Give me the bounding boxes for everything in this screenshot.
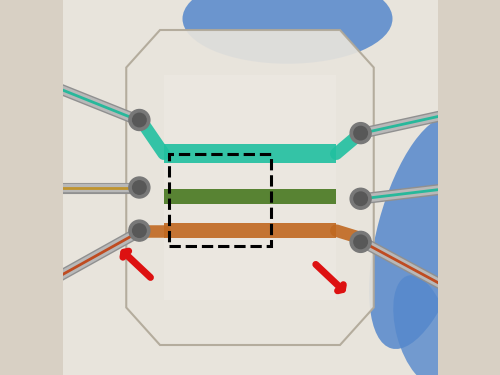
Circle shape <box>350 123 371 144</box>
Circle shape <box>129 110 150 130</box>
Bar <box>164 144 336 163</box>
Ellipse shape <box>369 116 476 349</box>
Ellipse shape <box>394 275 452 375</box>
Circle shape <box>132 181 146 194</box>
Bar <box>164 75 336 300</box>
Ellipse shape <box>182 0 392 64</box>
Bar <box>164 189 336 204</box>
Circle shape <box>129 177 150 198</box>
Circle shape <box>354 126 368 140</box>
Circle shape <box>129 220 150 241</box>
Circle shape <box>132 113 146 127</box>
Circle shape <box>350 188 371 209</box>
Circle shape <box>354 235 368 249</box>
Bar <box>164 223 336 238</box>
Circle shape <box>354 192 368 206</box>
Circle shape <box>132 224 146 237</box>
Circle shape <box>350 231 371 252</box>
Bar <box>170 154 270 246</box>
Polygon shape <box>126 30 374 345</box>
